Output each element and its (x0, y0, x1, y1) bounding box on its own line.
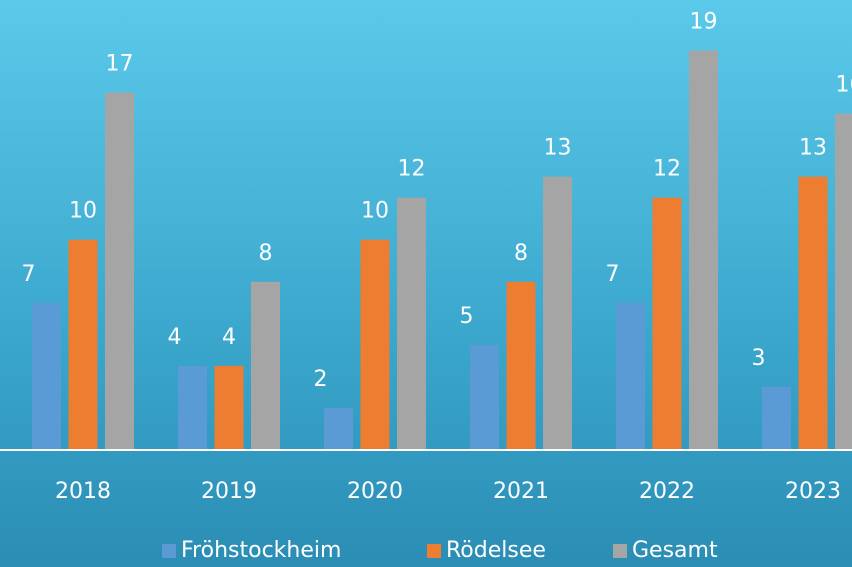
data-label: 10 (69, 199, 97, 224)
data-label: 17 (106, 52, 134, 77)
bar (543, 176, 572, 451)
legend-swatch (613, 544, 627, 558)
x-tick-label: 2023 (785, 479, 841, 504)
data-label: 12 (398, 157, 426, 182)
data-label: 8 (514, 241, 528, 266)
bar (32, 302, 61, 450)
data-label: 13 (799, 136, 827, 161)
data-label: 12 (653, 157, 681, 182)
data-label: 4 (168, 325, 182, 350)
data-label: 7 (22, 262, 36, 287)
data-label: 3 (752, 346, 766, 371)
bar (251, 281, 280, 450)
data-label: 4 (222, 325, 236, 350)
bar (616, 302, 645, 450)
bar (652, 197, 682, 450)
legend-swatch (427, 544, 441, 558)
legend-swatch (162, 544, 176, 558)
bar (835, 113, 852, 451)
bar (506, 281, 536, 450)
legend-label: Rödelsee (446, 538, 546, 563)
data-label: 16 (836, 73, 852, 98)
bar (105, 92, 134, 450)
data-label: 10 (361, 199, 389, 224)
data-label: 5 (460, 304, 474, 329)
bar (470, 344, 499, 450)
data-label: 7 (606, 262, 620, 287)
legend-label: Gesamt (632, 538, 718, 563)
bar (360, 239, 390, 450)
data-label: 8 (259, 241, 273, 266)
data-label: 19 (690, 9, 718, 34)
x-tick-label: 2021 (493, 479, 549, 504)
bar (178, 365, 207, 450)
x-tick-label: 2018 (55, 479, 111, 504)
x-tick-label: 2022 (639, 479, 695, 504)
data-label: 2 (314, 367, 328, 392)
bar (214, 365, 244, 450)
bar (798, 176, 828, 451)
bar (689, 50, 718, 451)
bar (762, 386, 791, 450)
x-tick-label: 2019 (201, 479, 257, 504)
bar (324, 407, 353, 450)
data-label: 13 (544, 136, 572, 161)
bar (68, 239, 98, 450)
bar (397, 197, 426, 450)
legend-label: Fröhstockheim (181, 538, 341, 563)
x-tick-label: 2020 (347, 479, 403, 504)
